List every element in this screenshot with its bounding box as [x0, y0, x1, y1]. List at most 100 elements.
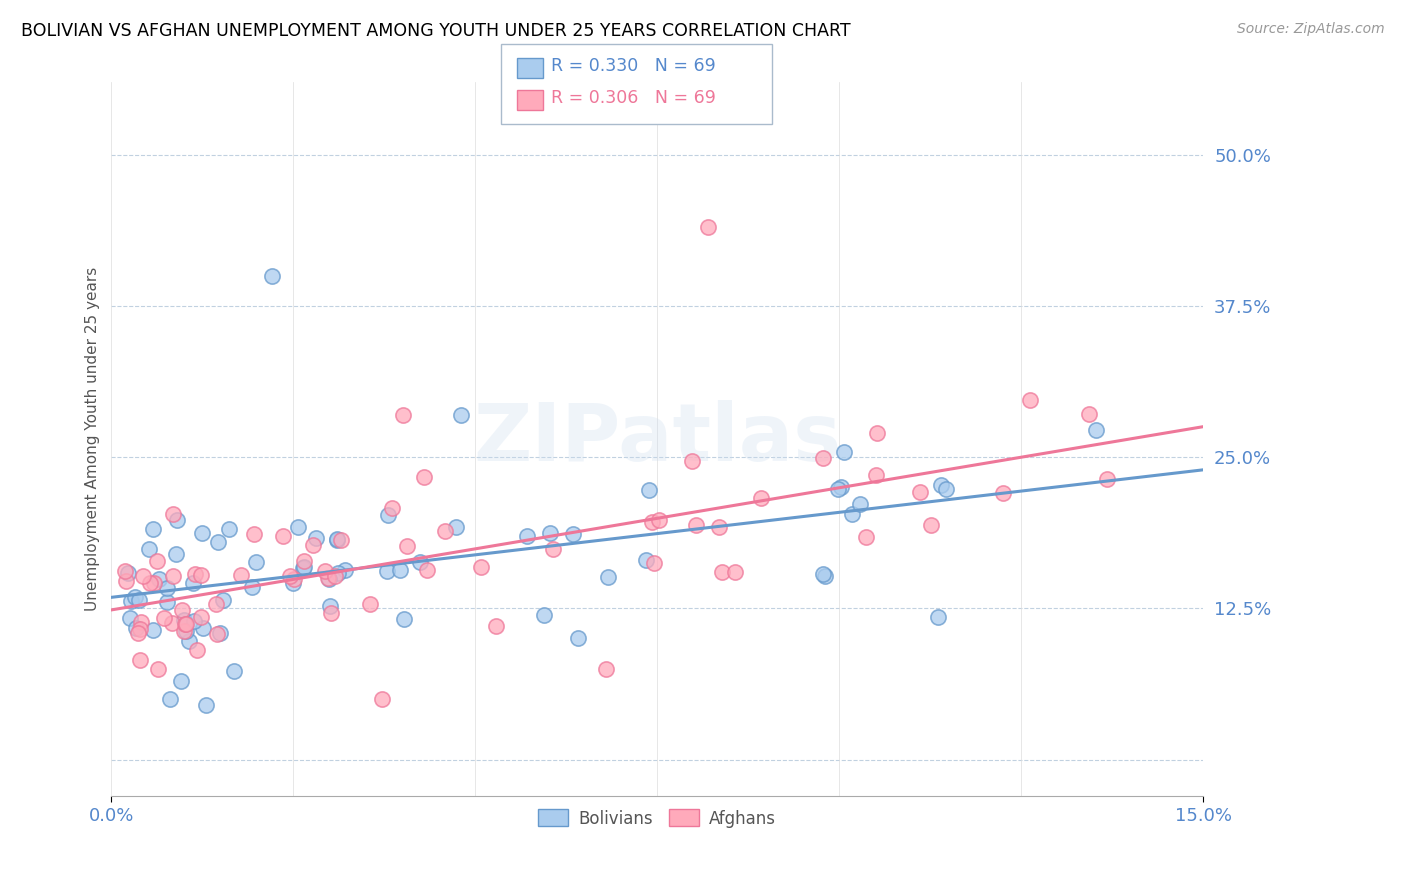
Point: [120, 594, 142, 608]
Point: [191, 526, 214, 541]
Point: [333, 563, 356, 577]
Point: [224, 664, 246, 678]
Point: [159, 692, 181, 706]
Point: [533, 607, 555, 622]
Point: [143, 575, 166, 590]
Text: Source: ZipAtlas.com: Source: ZipAtlas.com: [1237, 22, 1385, 37]
Text: R = 0.306   N = 69: R = 0.306 N = 69: [551, 89, 716, 107]
Point: [595, 662, 617, 676]
Point: [142, 522, 165, 536]
Text: BOLIVIAN VS AFGHAN UNEMPLOYMENT AMONG YOUTH UNDER 25 YEARS CORRELATION CHART: BOLIVIAN VS AFGHAN UNEMPLOYMENT AMONG YO…: [21, 22, 851, 40]
Point: [316, 571, 339, 585]
Point: [326, 533, 349, 547]
Point: [271, 529, 294, 543]
Point: [830, 480, 852, 494]
Point: [314, 565, 336, 579]
Point: [636, 553, 658, 567]
Point: [174, 624, 197, 638]
Point: [186, 643, 208, 657]
Point: [173, 624, 195, 638]
Point: [841, 507, 863, 521]
Point: [855, 530, 877, 544]
Point: [908, 484, 931, 499]
Point: [174, 617, 197, 632]
Point: [832, 445, 855, 459]
Point: [292, 560, 315, 574]
Point: [318, 573, 340, 587]
Point: [240, 580, 263, 594]
Point: [416, 563, 439, 577]
Point: [242, 527, 264, 541]
Point: [323, 568, 346, 582]
Point: [177, 633, 200, 648]
Point: [538, 526, 561, 541]
Point: [470, 559, 492, 574]
Point: [128, 653, 150, 667]
Point: [409, 555, 432, 569]
Point: [115, 574, 138, 588]
Point: [190, 567, 212, 582]
Point: [370, 691, 392, 706]
Point: [681, 453, 703, 467]
Point: [205, 627, 228, 641]
Point: [685, 518, 707, 533]
Point: [129, 622, 152, 636]
Point: [641, 516, 664, 530]
Point: [142, 624, 165, 638]
Point: [190, 610, 212, 624]
Point: [596, 569, 619, 583]
Point: [707, 520, 730, 534]
Point: [162, 569, 184, 583]
Point: [711, 565, 734, 579]
Point: [1085, 423, 1108, 437]
Point: [330, 533, 353, 547]
Point: [814, 569, 837, 583]
Point: [375, 564, 398, 578]
Point: [166, 513, 188, 527]
Point: [124, 621, 146, 635]
Point: [567, 631, 589, 645]
Point: [515, 529, 537, 543]
Point: [413, 470, 436, 484]
Point: [929, 477, 952, 491]
Point: [433, 524, 456, 539]
Point: [114, 564, 136, 578]
Point: [723, 566, 745, 580]
Point: [205, 598, 228, 612]
Point: [1018, 393, 1040, 408]
Point: [260, 268, 283, 283]
Point: [156, 595, 179, 609]
Y-axis label: Unemployment Among Youth under 25 years: Unemployment Among Youth under 25 years: [86, 267, 100, 611]
Point: [146, 661, 169, 675]
Point: [195, 698, 218, 713]
Point: [391, 408, 413, 422]
Point: [749, 491, 772, 505]
Point: [128, 593, 150, 607]
Point: [638, 483, 661, 497]
Point: [395, 539, 418, 553]
Point: [120, 611, 142, 625]
Point: [697, 220, 720, 235]
Point: [444, 520, 467, 534]
Point: [281, 576, 304, 591]
Point: [381, 500, 404, 515]
Point: [207, 535, 229, 549]
Point: [1078, 407, 1101, 421]
Point: [160, 616, 183, 631]
Point: [183, 576, 205, 591]
Point: [450, 408, 472, 422]
Point: [124, 591, 146, 605]
Point: [319, 606, 342, 620]
Point: [541, 542, 564, 557]
Point: [152, 611, 174, 625]
Point: [292, 561, 315, 575]
Point: [643, 556, 665, 570]
Point: [184, 567, 207, 582]
Point: [132, 569, 155, 583]
Point: [927, 610, 949, 624]
Point: [129, 615, 152, 629]
Point: [212, 592, 235, 607]
Text: R = 0.330   N = 69: R = 0.330 N = 69: [551, 57, 716, 75]
Point: [388, 562, 411, 576]
Point: [813, 451, 835, 466]
